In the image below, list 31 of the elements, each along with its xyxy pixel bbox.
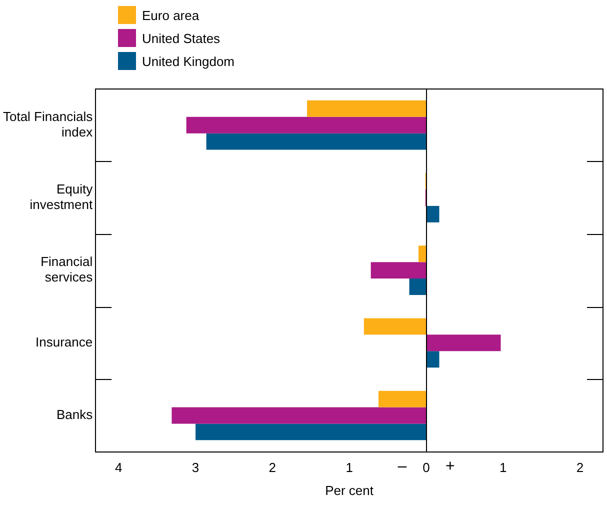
- x-tick-label: 1: [499, 460, 507, 476]
- x-tick-label: 1: [346, 460, 353, 476]
- legend-label: United Kingdom: [142, 54, 234, 68]
- bar: [364, 318, 426, 335]
- y-tick-label: Total Financials index: [2, 108, 94, 140]
- bar: [206, 133, 426, 150]
- text: +: [446, 458, 455, 476]
- bar: [186, 116, 426, 134]
- x-tick-label: 2: [268, 460, 276, 476]
- x-tick-label: 2: [576, 460, 584, 476]
- legend-label: Euro area: [142, 8, 200, 22]
- y-tick-label: Insurance: [36, 334, 93, 350]
- x-tick-label: 4: [115, 460, 122, 476]
- bar: [426, 206, 440, 222]
- x-tick-label: 0: [422, 460, 430, 476]
- y-tick-label: Banks: [56, 407, 94, 422]
- bar: [307, 100, 426, 117]
- text: –: [398, 458, 407, 476]
- bar: [418, 246, 426, 262]
- x-tick-label: 3: [192, 460, 200, 476]
- bar: [426, 334, 501, 352]
- y-tick-label: Equity investment: [30, 181, 94, 212]
- bar: [426, 351, 440, 368]
- legend-label: United States: [142, 30, 220, 46]
- bar: [172, 407, 426, 424]
- y-tick-label: Financial services: [40, 254, 94, 285]
- bar: [378, 390, 426, 408]
- bar: [370, 262, 426, 279]
- bar: [409, 278, 426, 295]
- x-axis-title: Per cent: [325, 482, 374, 498]
- bar: [196, 424, 426, 440]
